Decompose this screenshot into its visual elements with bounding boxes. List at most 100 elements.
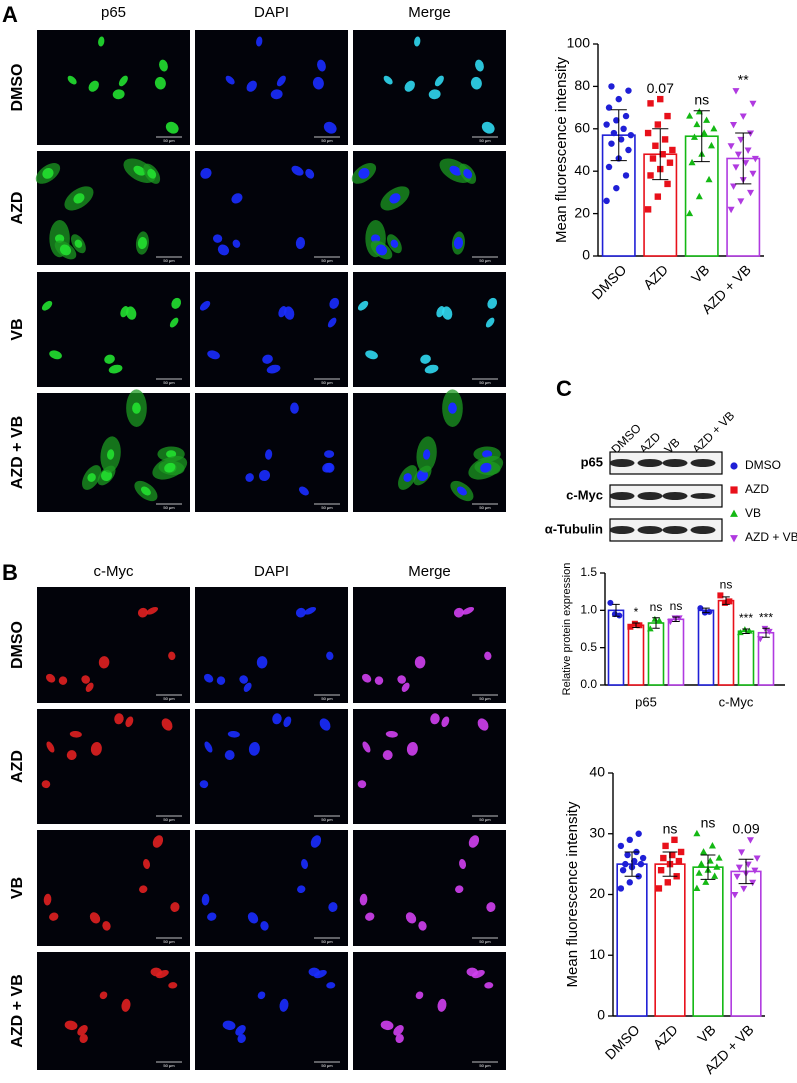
nucleus xyxy=(45,673,56,683)
error-bar xyxy=(652,617,660,629)
significance-label: 0.09 xyxy=(732,821,759,837)
error-bar xyxy=(735,132,752,185)
nucleus xyxy=(147,168,157,179)
data-point xyxy=(660,854,667,862)
micrograph: 50 μm xyxy=(37,709,190,824)
data-point xyxy=(715,854,723,861)
nucleus xyxy=(146,606,159,615)
nucleus xyxy=(245,473,254,482)
scale-bar-label: 50 μm xyxy=(163,939,175,944)
nucleus xyxy=(482,450,493,458)
data-point xyxy=(671,836,678,844)
scale-bar-label: 50 μm xyxy=(163,1063,175,1068)
nucleus xyxy=(232,239,241,248)
nucleus xyxy=(466,967,478,977)
row-label: DMSO xyxy=(9,64,26,112)
legend-label: VB xyxy=(745,506,761,520)
data-point xyxy=(702,878,710,885)
nucleus xyxy=(132,402,141,414)
nucleus xyxy=(58,676,68,685)
nucleus xyxy=(137,236,148,250)
nucleus xyxy=(243,682,252,692)
nucleus xyxy=(200,168,212,179)
data-point xyxy=(747,189,755,197)
data-point xyxy=(664,879,671,886)
data-point xyxy=(735,864,743,872)
nucleus xyxy=(319,718,331,731)
nucleus xyxy=(73,193,85,204)
y-axis-label: Mean fluorescence intensity xyxy=(553,57,570,243)
data-point xyxy=(703,116,711,123)
scale-bar-label: 50 μm xyxy=(321,1063,333,1068)
y-tick-label: 30 xyxy=(589,824,605,840)
nucleus xyxy=(201,893,210,906)
micrograph-background xyxy=(353,830,506,946)
data-point xyxy=(751,867,759,875)
micrograph: 50 μm xyxy=(353,389,506,512)
nucleus xyxy=(279,998,289,1012)
nucleus xyxy=(397,675,406,684)
micrograph: 50 μm xyxy=(353,587,506,703)
data-point xyxy=(610,129,618,137)
data-point xyxy=(656,617,663,624)
x-tick-label: c-Myc xyxy=(719,694,754,709)
data-point xyxy=(626,879,633,886)
column-header: c-Myc xyxy=(94,563,134,580)
nucleus xyxy=(414,36,421,47)
scale-bar-label: 50 μm xyxy=(479,817,491,822)
nucleus xyxy=(42,168,54,179)
blot-band xyxy=(609,526,635,534)
nucleus xyxy=(328,902,338,912)
nucleus xyxy=(79,1034,88,1044)
scale-bar-label: 50 μm xyxy=(163,138,175,143)
nucleus xyxy=(46,741,55,753)
y-tick-label: 100 xyxy=(567,35,591,51)
panel-label: A xyxy=(2,2,18,27)
significance-label: ns xyxy=(694,91,709,107)
data-point xyxy=(627,623,634,630)
nucleus xyxy=(231,193,243,204)
nucleus xyxy=(359,893,368,906)
error-bar xyxy=(662,851,678,877)
x-tick-label: DMSO xyxy=(588,261,629,302)
data-point xyxy=(726,598,733,605)
nucleus xyxy=(329,297,340,309)
data-point xyxy=(625,87,632,94)
data-point xyxy=(664,180,671,188)
nucleus xyxy=(324,450,335,458)
blot-band xyxy=(662,492,688,500)
nucleus xyxy=(312,76,324,90)
legend-marker xyxy=(730,486,738,494)
micrograph: 50 μm xyxy=(37,587,190,703)
significance-label: ns xyxy=(650,600,663,614)
data-point xyxy=(697,860,705,867)
data-point xyxy=(677,848,685,856)
nucleus xyxy=(118,75,128,87)
bar xyxy=(692,866,724,1017)
nucleus xyxy=(170,902,180,912)
nucleus xyxy=(152,835,164,848)
data-point xyxy=(659,151,666,158)
data-point xyxy=(695,192,703,200)
nucleus xyxy=(382,750,393,761)
nucleus xyxy=(88,80,99,92)
error-bar xyxy=(742,628,750,634)
data-point xyxy=(757,636,764,643)
x-tick-label: VB xyxy=(694,1021,719,1046)
nucleus xyxy=(295,236,306,250)
nucleus xyxy=(326,982,336,989)
row-label: VB xyxy=(9,318,26,340)
micrograph: 50 μm xyxy=(37,952,190,1070)
nucleus xyxy=(133,165,146,176)
significance-label: ** xyxy=(738,71,749,87)
nucleus xyxy=(256,656,268,669)
blot-band xyxy=(637,526,663,534)
significance-label: ns xyxy=(663,821,678,837)
row-label: VB xyxy=(9,877,26,899)
data-point xyxy=(727,143,735,150)
error-bar xyxy=(632,622,640,629)
data-point xyxy=(669,146,676,154)
bar xyxy=(717,599,735,686)
x-tick-label: VB xyxy=(688,261,713,286)
